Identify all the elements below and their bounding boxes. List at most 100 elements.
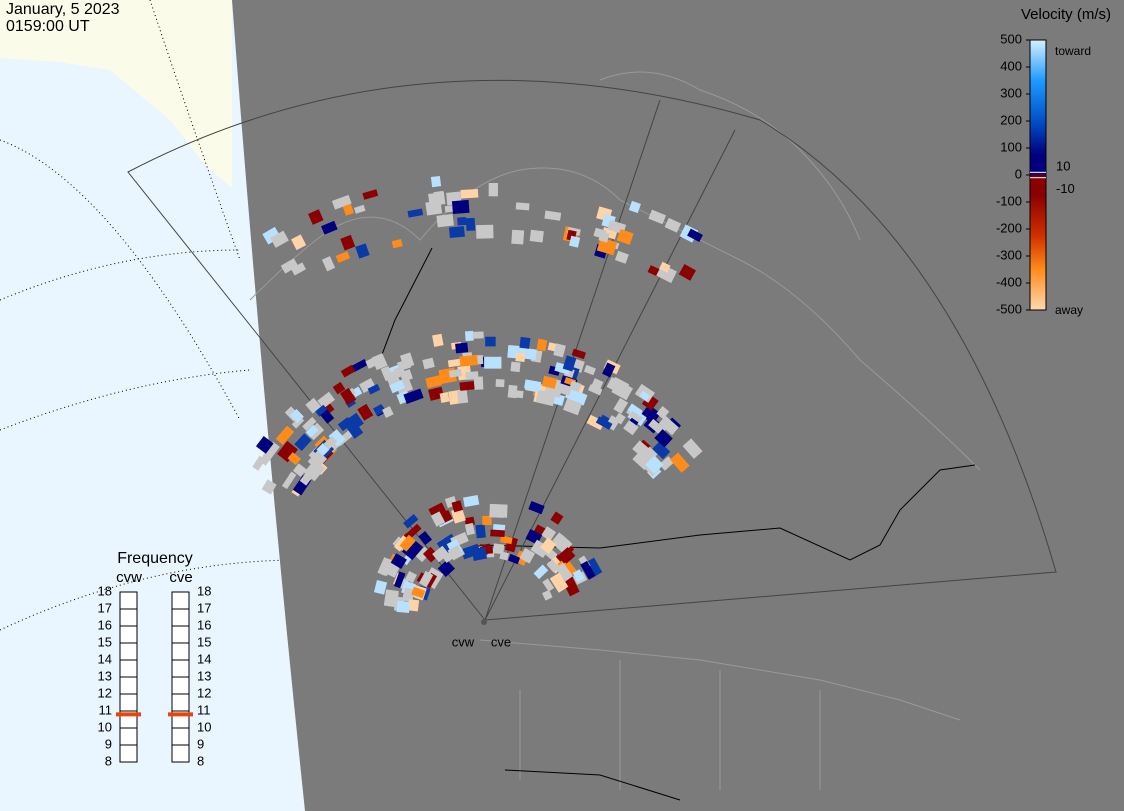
echo-cell bbox=[648, 209, 667, 225]
echo-cell bbox=[406, 523, 422, 539]
echo-cell bbox=[448, 368, 462, 378]
frequency-tick-label: 16 bbox=[98, 617, 112, 632]
echo-cell bbox=[328, 429, 346, 447]
echo-cell bbox=[659, 261, 671, 273]
echo-cell bbox=[519, 547, 536, 564]
echo-cell bbox=[367, 383, 381, 395]
echo-cell bbox=[460, 189, 479, 199]
echo-cell bbox=[544, 210, 562, 221]
echo-cell bbox=[591, 378, 604, 390]
frequency-tick-label: 14 bbox=[197, 651, 211, 666]
echo-cell bbox=[473, 376, 484, 390]
echo-cell bbox=[659, 456, 675, 471]
echo-cell bbox=[670, 452, 690, 473]
echo-cell bbox=[315, 404, 328, 417]
scale-tick-label: 100 bbox=[1000, 139, 1022, 154]
echo-cell bbox=[616, 228, 634, 245]
echo-cell bbox=[317, 391, 336, 409]
echo-cell bbox=[401, 538, 424, 561]
echo-cell bbox=[562, 355, 577, 372]
echo-cell bbox=[350, 358, 368, 373]
echo-cell bbox=[373, 404, 386, 416]
radar-label: cvw bbox=[452, 634, 475, 649]
echo-cell bbox=[656, 406, 670, 420]
echo-cell bbox=[430, 511, 446, 527]
scale-tick-label: -400 bbox=[996, 274, 1022, 289]
echo-cell bbox=[541, 375, 558, 390]
echo-cell bbox=[583, 364, 596, 376]
echo-cell bbox=[399, 534, 416, 552]
echo-cell bbox=[459, 381, 475, 391]
echo-cell bbox=[270, 230, 289, 248]
echo-cell bbox=[507, 553, 521, 565]
frequency-tick-label: 17 bbox=[197, 600, 211, 615]
echo-cell bbox=[639, 390, 651, 401]
echo-cell bbox=[472, 331, 484, 339]
echo-cell bbox=[418, 570, 434, 588]
echo-cell bbox=[550, 511, 564, 525]
echo-cell bbox=[382, 406, 394, 418]
echo-cell bbox=[546, 559, 560, 573]
echo-cell bbox=[463, 494, 480, 508]
echo-cell bbox=[562, 576, 580, 597]
scale-tick-label: -500 bbox=[996, 301, 1022, 316]
echo-cell bbox=[255, 436, 274, 454]
echo-cell bbox=[433, 190, 445, 204]
frequency-radar: cve bbox=[169, 569, 192, 586]
echo-cell bbox=[602, 362, 616, 378]
echo-cell bbox=[342, 203, 354, 216]
echo-cell bbox=[290, 262, 307, 276]
echo-cell bbox=[596, 237, 618, 256]
scale-tick-label: 10 bbox=[1056, 159, 1070, 174]
echo-cell bbox=[457, 216, 467, 226]
echo-cell bbox=[331, 194, 352, 210]
frequency-tick-label: 11 bbox=[197, 702, 211, 717]
echo-cell bbox=[405, 571, 417, 584]
echo-cell bbox=[407, 599, 420, 612]
echo-cell bbox=[580, 560, 596, 580]
echo-cell bbox=[464, 330, 474, 342]
frequency-tick-label: 16 bbox=[197, 617, 211, 632]
echo-cell bbox=[658, 415, 679, 436]
echo-cell bbox=[320, 409, 335, 424]
echo-cell bbox=[281, 471, 297, 490]
echo-cell bbox=[687, 228, 703, 243]
echo-cell bbox=[396, 600, 411, 613]
echo-cell bbox=[490, 529, 505, 538]
echo-cell bbox=[510, 361, 521, 373]
echoes bbox=[252, 175, 703, 613]
echo-cell bbox=[305, 424, 319, 438]
echo-cell bbox=[678, 264, 696, 281]
echo-cell bbox=[316, 443, 330, 457]
echo-cell bbox=[489, 503, 508, 518]
echo-cell bbox=[390, 553, 407, 570]
echo-cell bbox=[499, 535, 513, 545]
echo-cell bbox=[530, 539, 550, 558]
echo-cell bbox=[645, 455, 664, 474]
echo-cell bbox=[332, 381, 346, 395]
echo-cell bbox=[308, 209, 324, 225]
echo-cell bbox=[524, 379, 542, 391]
echo-cell bbox=[536, 338, 548, 352]
echo-cell bbox=[459, 354, 478, 367]
frequency-title: Frequency bbox=[117, 550, 193, 567]
echo-cell bbox=[528, 501, 545, 515]
echo-cell bbox=[455, 342, 469, 354]
echo-cell bbox=[287, 452, 301, 466]
echo-cell bbox=[448, 226, 465, 239]
echo-cell bbox=[280, 258, 299, 274]
frequency-tick-label: 15 bbox=[197, 634, 211, 649]
echo-cell bbox=[572, 569, 585, 583]
echo-cell bbox=[587, 384, 603, 396]
away-label: away bbox=[1055, 303, 1083, 317]
echo-cell bbox=[515, 352, 526, 363]
frequency-tick-label: 14 bbox=[98, 651, 112, 666]
echo-cell bbox=[418, 530, 433, 545]
echo-cell bbox=[555, 562, 574, 582]
echo-cell bbox=[386, 591, 399, 606]
echo-cell bbox=[346, 421, 364, 439]
echo-cell bbox=[484, 356, 502, 369]
frequency-radar: cvw bbox=[116, 569, 142, 586]
echo-cell bbox=[340, 364, 356, 378]
echo-cell bbox=[529, 229, 544, 243]
